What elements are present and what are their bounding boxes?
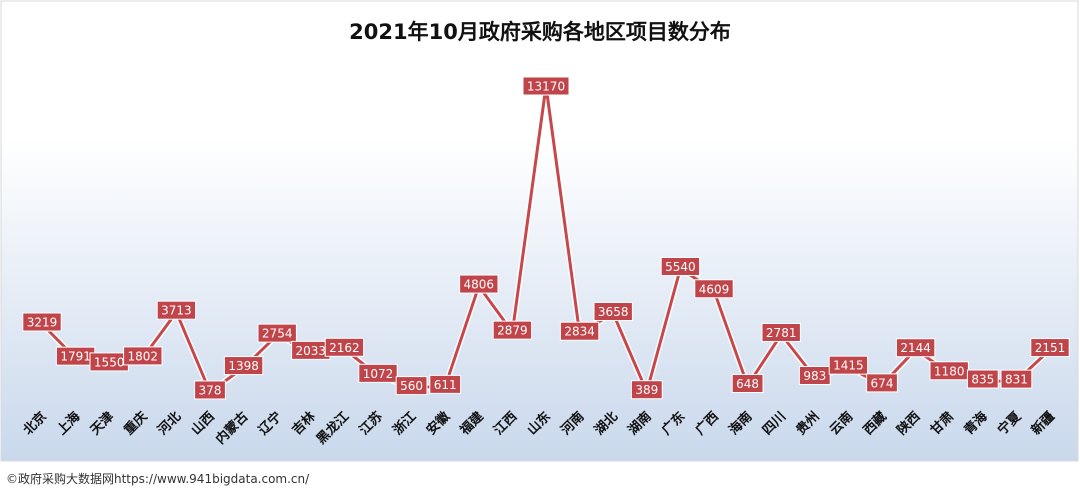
data-label-box <box>866 373 898 393</box>
data-label-value: 1791 <box>60 350 91 364</box>
data-label: 1791 <box>55 346 96 366</box>
data-label-box <box>257 323 297 343</box>
data-label-value: 1802 <box>128 349 159 363</box>
data-label-value: 1415 <box>833 359 864 373</box>
data-label: 611 <box>429 374 462 394</box>
data-label-value: 13170 <box>527 80 565 94</box>
data-label-value: 3713 <box>161 304 192 318</box>
data-label: 831 <box>1000 369 1033 389</box>
data-label-value: 378 <box>199 383 222 397</box>
data-label: 2151 <box>1030 338 1070 358</box>
data-label: 13170 <box>522 76 570 96</box>
data-label-value: 3658 <box>598 305 629 319</box>
data-label-box <box>559 321 600 341</box>
source-credit: ©政府采购大数据网https://www.941bigdata.com.cn/ <box>6 472 310 486</box>
data-label: 2162 <box>324 337 365 357</box>
data-label-box <box>522 76 570 96</box>
data-label: 1398 <box>223 356 264 376</box>
data-label-value: 831 <box>1005 373 1028 387</box>
data-label: 674 <box>866 373 898 393</box>
data-label: 1550 <box>89 352 129 372</box>
data-label-value: 648 <box>736 377 759 391</box>
data-label: 3658 <box>593 302 633 322</box>
data-label-box <box>22 312 62 332</box>
data-label-box <box>761 322 801 342</box>
data-label-box <box>459 274 499 294</box>
data-label-box <box>694 279 734 299</box>
data-label: 4609 <box>694 279 734 299</box>
data-label-value: 1072 <box>363 367 394 381</box>
data-label-value: 1550 <box>94 355 125 369</box>
data-label-box <box>966 369 999 389</box>
data-label-value: 983 <box>803 369 826 383</box>
data-label-box <box>194 380 226 400</box>
data-label-box <box>895 338 936 358</box>
data-label-value: 674 <box>871 376 894 390</box>
data-label: 2144 <box>895 338 936 358</box>
data-label: 378 <box>194 380 226 400</box>
data-label: 2879 <box>492 320 533 340</box>
data-label-box <box>156 300 197 320</box>
data-label: 3713 <box>156 300 197 320</box>
data-label-box <box>223 356 264 376</box>
data-label-value: 5540 <box>665 260 696 274</box>
data-label-box <box>395 376 428 396</box>
data-label-value: 2033 <box>296 344 327 358</box>
data-label: 2033 <box>291 340 331 360</box>
data-label-box <box>828 355 869 375</box>
data-label-value: 835 <box>971 373 994 387</box>
data-label-box <box>630 380 663 400</box>
data-label: 835 <box>966 369 999 389</box>
data-label-box <box>429 374 462 394</box>
data-label-box <box>798 365 831 385</box>
data-label-value: 560 <box>400 379 423 393</box>
data-label-box <box>492 320 533 340</box>
data-label-box <box>123 346 163 366</box>
data-label-box <box>731 374 764 394</box>
data-label: 648 <box>731 374 764 394</box>
data-label-value: 611 <box>434 378 457 392</box>
data-label: 1072 <box>358 363 398 383</box>
data-label: 2781 <box>761 322 801 342</box>
data-label-value: 2879 <box>497 324 528 338</box>
chart-title: 2021年10月政府采购各地区项目数分布 <box>349 20 731 44</box>
data-label-value: 2151 <box>1035 341 1066 355</box>
data-label: 1415 <box>828 355 869 375</box>
data-label: 2834 <box>559 321 600 341</box>
data-label-value: 1180 <box>934 364 965 378</box>
data-label-value: 4609 <box>699 282 730 296</box>
data-label: 389 <box>630 380 663 400</box>
line-chart: 2021年10月政府采购各地区项目数分布 3219 1791 1550 1802 371… <box>0 0 1079 462</box>
data-label-value: 1398 <box>228 359 259 373</box>
data-label-value: 2144 <box>900 341 931 355</box>
chart-frame: 2021年10月政府采购各地区项目数分布 3219 1791 1550 1802 371… <box>0 0 1079 462</box>
data-label-value: 2781 <box>766 326 797 340</box>
data-label-value: 3219 <box>27 316 58 330</box>
data-label: 1802 <box>123 346 163 366</box>
data-label-value: 2162 <box>329 341 360 355</box>
data-label-box <box>660 256 701 276</box>
data-label: 560 <box>395 376 428 396</box>
data-label: 983 <box>798 365 831 385</box>
data-label-box <box>1000 369 1033 389</box>
data-label: 4806 <box>459 274 499 294</box>
data-label-value: 2834 <box>564 325 595 339</box>
data-label-value: 4806 <box>464 278 495 292</box>
data-label-box <box>324 337 365 357</box>
data-label: 5540 <box>660 256 701 276</box>
data-label: 1180 <box>929 361 969 381</box>
data-label-value: 2754 <box>262 327 293 341</box>
data-label-box <box>358 363 398 383</box>
data-label-value: 389 <box>635 383 658 397</box>
data-label: 3219 <box>22 312 62 332</box>
data-label: 2754 <box>257 323 297 343</box>
data-label-box <box>593 302 633 322</box>
data-label-box <box>1030 338 1070 358</box>
